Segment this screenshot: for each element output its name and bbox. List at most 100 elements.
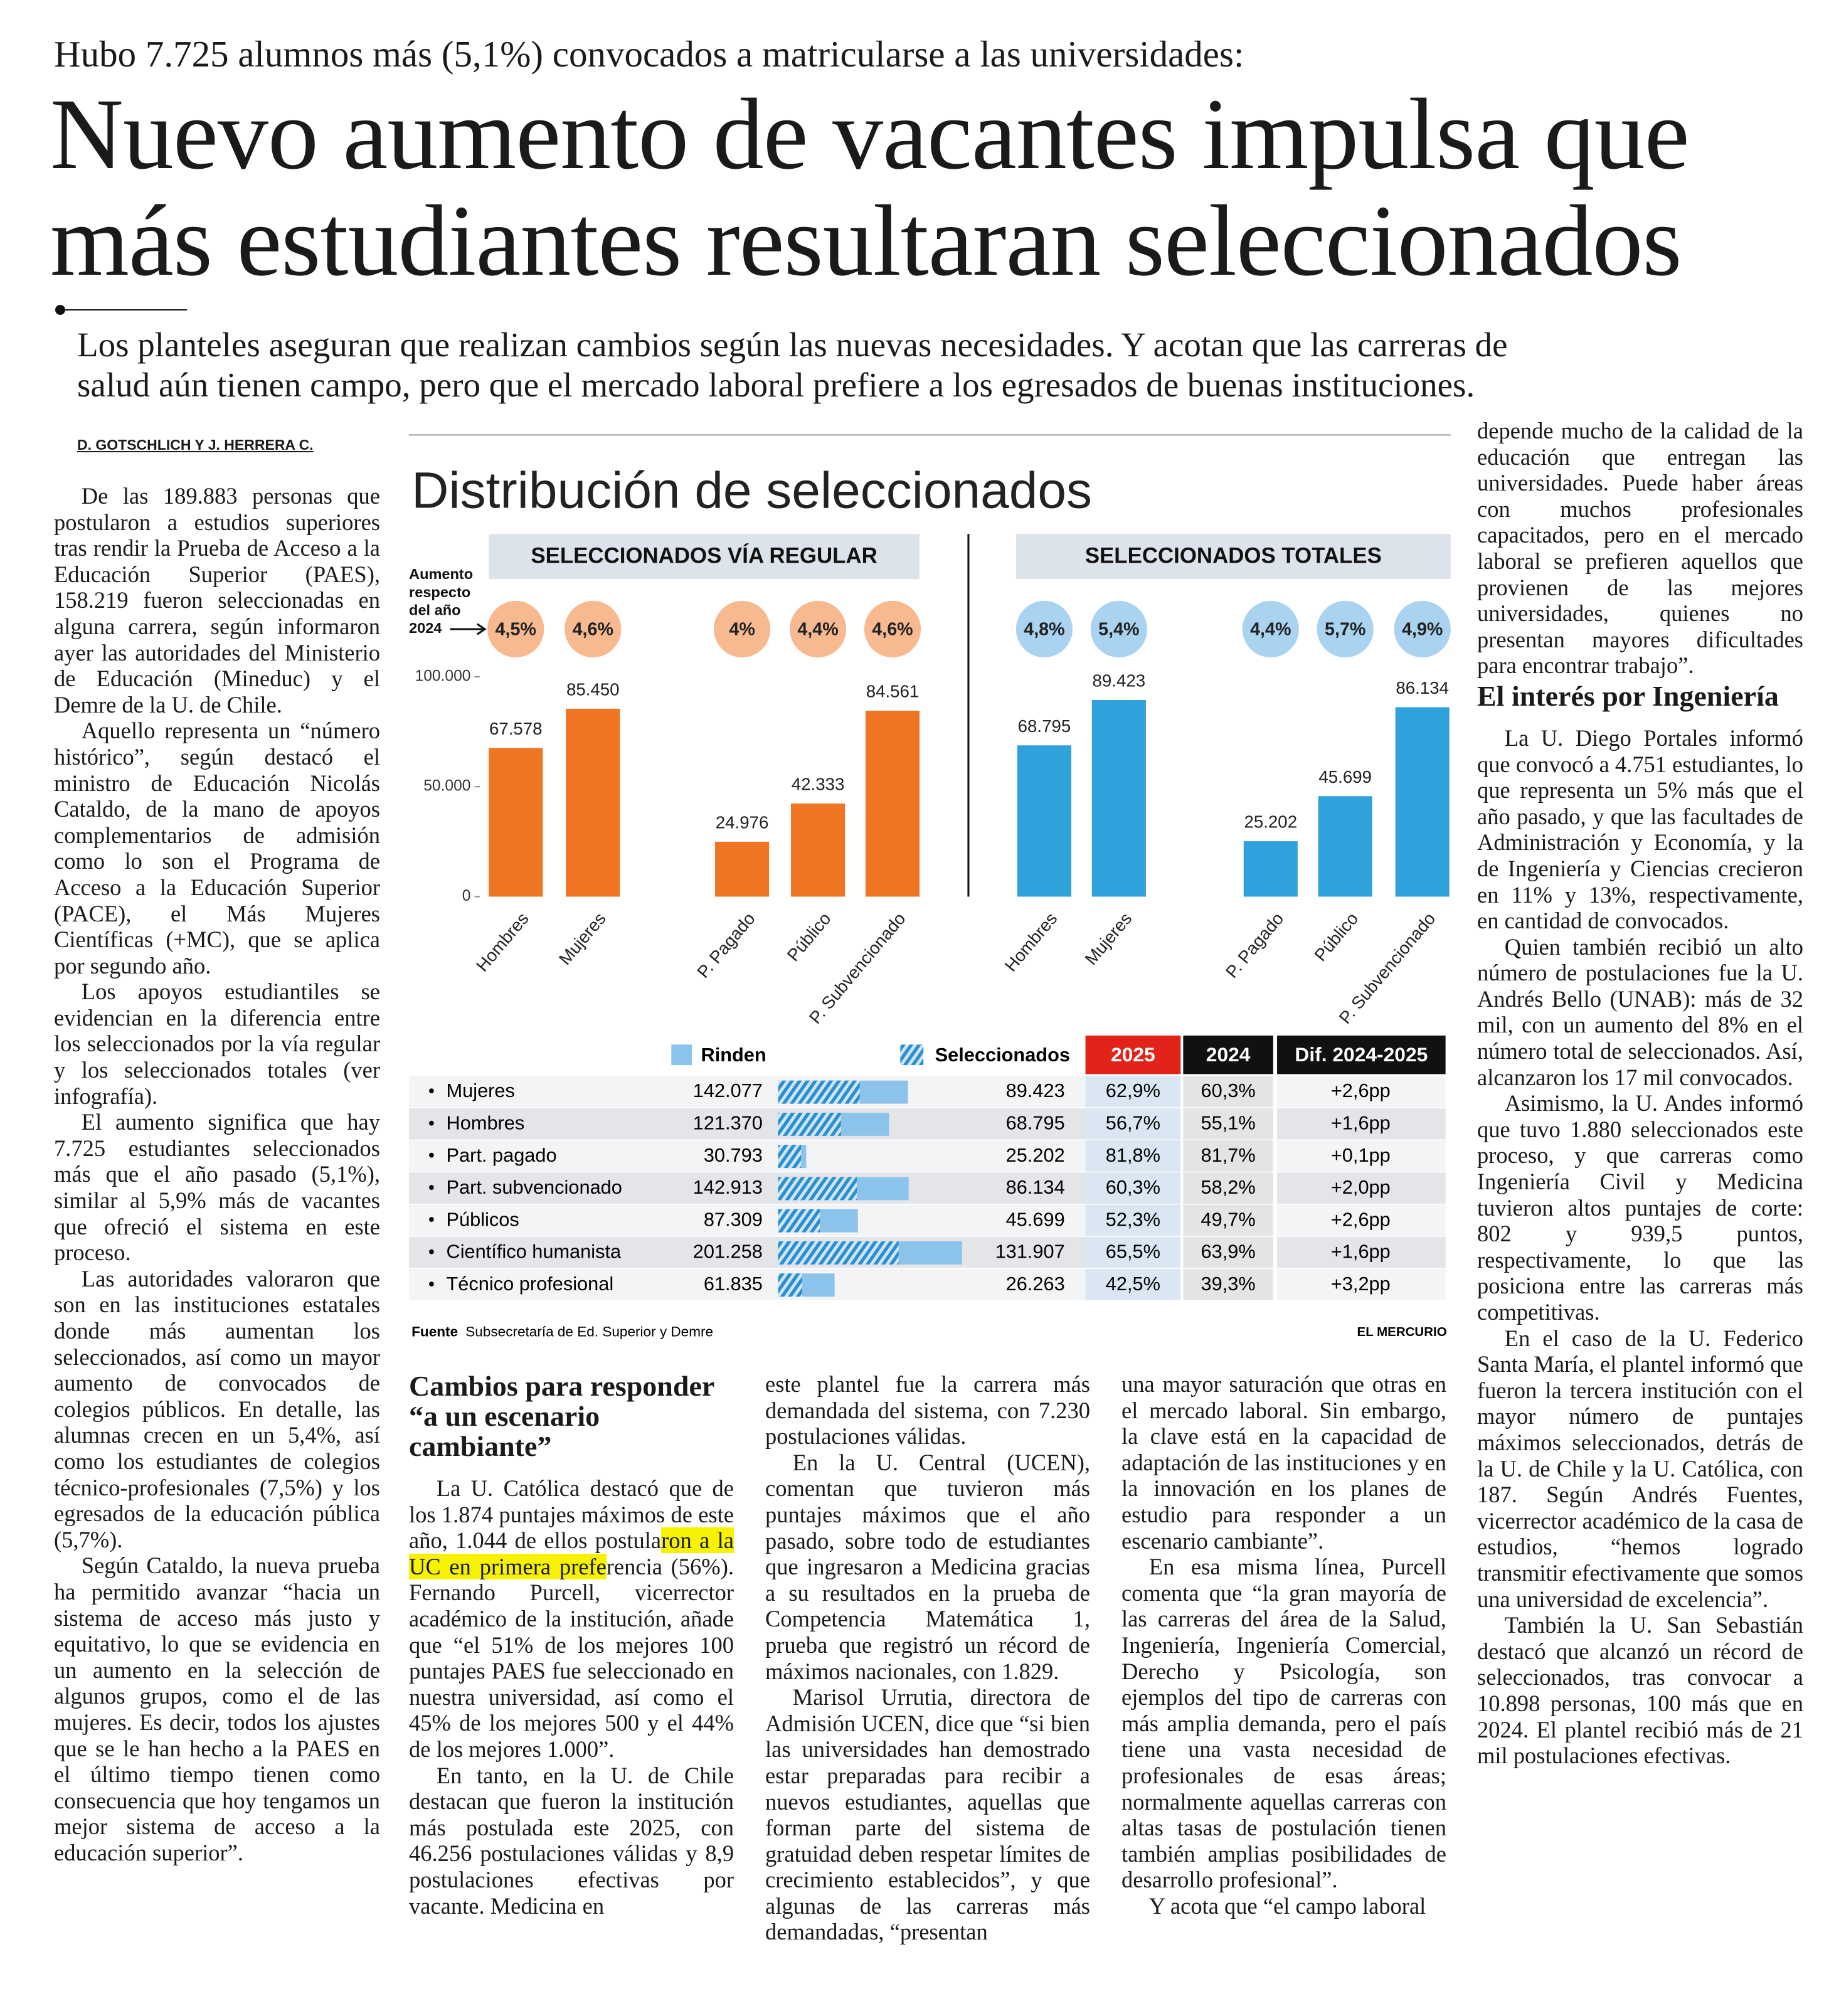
row-band <box>1183 1236 1273 1270</box>
change-badge <box>1242 600 1299 658</box>
row-label: Públicos <box>447 1208 519 1230</box>
cell: 87.309 <box>704 1208 763 1230</box>
cell: 26.263 <box>1006 1273 1065 1295</box>
cell: +0,1pp <box>1331 1144 1391 1166</box>
bar <box>865 710 920 897</box>
bullet: • <box>428 1145 435 1165</box>
legend-swatch <box>671 1044 692 1066</box>
row-band <box>1085 1076 1181 1108</box>
row-band <box>1277 1204 1446 1237</box>
column: depende mucho de la calidad de la educac… <box>1477 418 1803 1769</box>
row-band <box>409 1172 1086 1205</box>
bar <box>1017 745 1071 897</box>
paragraph: La U. Diego Portales informó que convocó… <box>1477 724 1804 934</box>
cell: 131.907 <box>995 1241 1065 1263</box>
column-header: Dif. 2024-2025 <box>1295 1043 1428 1066</box>
headline: más estudiantes resultaran seleccionados <box>50 185 1682 297</box>
header-box <box>489 534 920 580</box>
bar <box>1243 841 1298 897</box>
header-box <box>1015 534 1451 580</box>
cell: +1,6pp <box>1331 1241 1391 1263</box>
paragraph: En la U. Central (UCEN), comentan que tu… <box>765 1449 1090 1684</box>
value-label: 67.578 <box>489 719 543 738</box>
y-tick-label: 100.000 <box>415 667 471 684</box>
cell: 142.913 <box>693 1176 763 1198</box>
category-label: Mujeres <box>555 909 610 968</box>
bar <box>791 804 846 897</box>
row-band <box>409 1269 1086 1302</box>
change-badge <box>864 600 921 658</box>
change-label: 4,4% <box>1250 620 1291 640</box>
column-header: Seleccionados <box>935 1044 1070 1066</box>
value-label: 68.795 <box>1018 716 1071 736</box>
cell: 60,3% <box>1201 1080 1256 1101</box>
bullet: • <box>428 1242 435 1262</box>
cell: 61.835 <box>704 1273 763 1295</box>
legend-swatch <box>900 1044 924 1066</box>
paragraph: Quien también recibió un alto número de … <box>1477 933 1803 1090</box>
paragraph: Según Cataldo, la nueva prueba ha permit… <box>54 1552 380 1865</box>
category-label: P. Pagado <box>1222 909 1287 982</box>
value-label: 25.202 <box>1244 812 1297 832</box>
row-band <box>1277 1236 1446 1270</box>
row-band <box>1183 1140 1273 1173</box>
cell: 81,7% <box>1201 1144 1256 1166</box>
change-title: 2024 <box>409 620 442 636</box>
change-label: 4,6% <box>872 620 913 640</box>
cell: 60,3% <box>1106 1176 1160 1198</box>
bullet: • <box>428 1210 435 1230</box>
row-label: Hombres <box>447 1112 525 1134</box>
text-run: La U. Católica destacó que de los 1.874 … <box>409 1475 734 1554</box>
cell: 58,2% <box>1201 1176 1256 1198</box>
row-label: Técnico profesional <box>447 1273 614 1295</box>
header-cell <box>1085 1035 1181 1074</box>
row-band <box>409 1108 1086 1141</box>
row-band <box>1277 1076 1446 1108</box>
change-label: 4,6% <box>573 620 613 640</box>
header-cell <box>1183 1035 1273 1074</box>
row-label: Part. pagado <box>447 1144 557 1166</box>
chart-title: Distribución de seleccionados <box>411 462 1092 519</box>
paragraph: Las autoridades valoraron que son en las… <box>54 1265 380 1552</box>
cell: 81,8% <box>1106 1144 1160 1166</box>
row-band <box>409 1076 1086 1108</box>
cell: 89.423 <box>1006 1080 1065 1101</box>
y-tick-label: 0 <box>462 888 471 905</box>
cell: +2,6pp <box>1331 1080 1391 1101</box>
bar <box>778 1177 857 1201</box>
cell: 65,5% <box>1106 1241 1160 1263</box>
paragraph: En tanto, en la U. de Chile destacan que… <box>409 1762 734 1919</box>
column-header: 2024 <box>1206 1043 1251 1066</box>
cell: 142.077 <box>693 1080 763 1101</box>
source: Subsecretaría de Ed. Superior y Demre <box>465 1324 713 1340</box>
category-label: Hombres <box>1001 909 1061 975</box>
cell: 30.793 <box>704 1144 763 1166</box>
bar <box>1318 796 1372 897</box>
headline: Nuevo aumento de vacantes impulsa que <box>50 78 1690 191</box>
cell: 68.795 <box>1006 1112 1065 1134</box>
paragraph: En esa misma línea, Purcell comenta que … <box>1121 1554 1446 1893</box>
infographic: Distribución de seleccionados SELECCIONAD… <box>409 434 1451 1340</box>
column: Cambios para responder “a un escenario c… <box>409 1369 734 1919</box>
column-header: Rinden <box>701 1044 766 1066</box>
change-badge <box>1090 600 1147 658</box>
row-band <box>1277 1269 1446 1302</box>
bar <box>1395 707 1450 897</box>
bar <box>778 1112 841 1136</box>
column: este plantel fue la carrera más demandad… <box>765 1371 1090 1945</box>
row-band <box>1183 1172 1273 1205</box>
bar <box>778 1080 860 1104</box>
paragraph: Los apoyos estudiantiles se evidencian e… <box>54 979 380 1109</box>
cell: 55,1% <box>1201 1112 1256 1134</box>
row-band <box>409 1204 1086 1237</box>
cell: 25.202 <box>1006 1144 1065 1166</box>
y-tick-label: 50.000 <box>423 778 470 795</box>
row-band <box>1277 1172 1446 1205</box>
category-label: Mujeres <box>1081 909 1135 968</box>
change-label: 4% <box>729 620 755 640</box>
cell: 62,9% <box>1106 1080 1160 1101</box>
cell: 63,9% <box>1201 1241 1256 1263</box>
row-band <box>1277 1108 1446 1141</box>
bar <box>1091 699 1146 897</box>
